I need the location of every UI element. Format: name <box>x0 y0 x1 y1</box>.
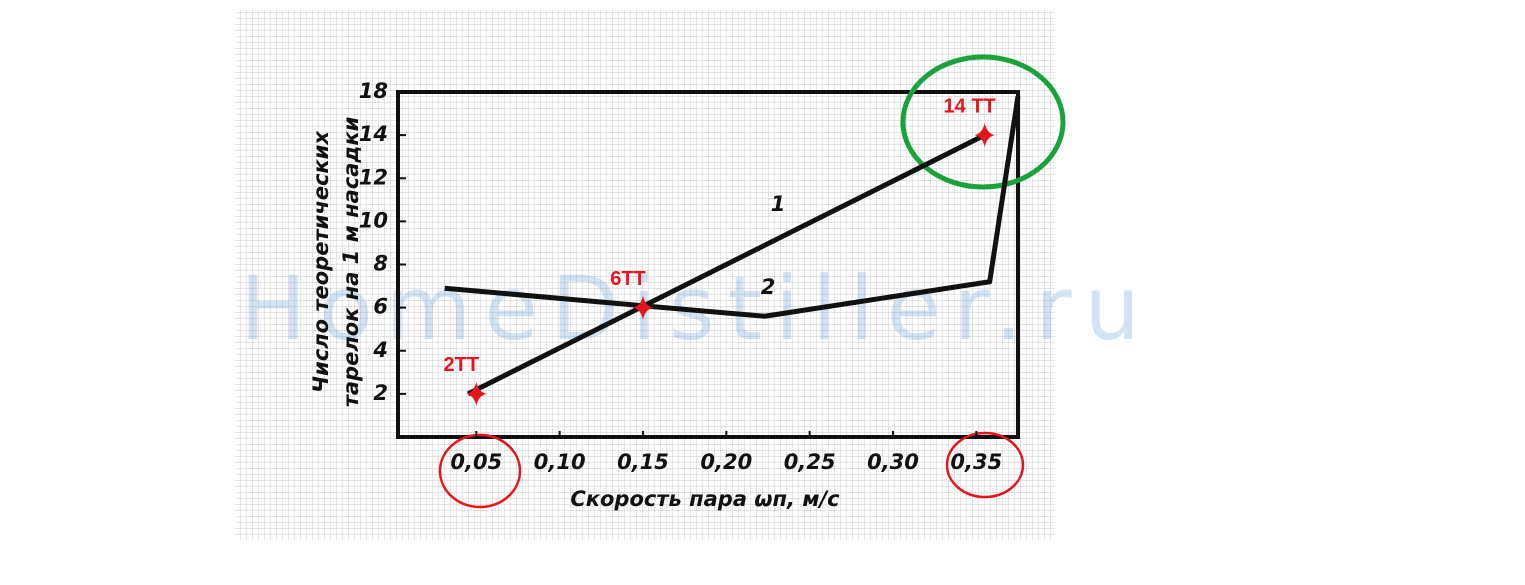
y-axis-label: тарелок на 1 м насадки <box>339 116 363 407</box>
annotation-marker <box>466 381 487 406</box>
curve-label: 2 <box>761 275 776 299</box>
y-tick-label: 12 <box>359 165 388 189</box>
curve-label: 1 <box>771 192 786 216</box>
y-tick-label: 10 <box>359 208 388 232</box>
annotation-label: 2TT <box>444 354 480 376</box>
annotation-marker <box>633 295 653 320</box>
annotation-label: 14 TT <box>944 95 996 117</box>
x-tick-label: 0,35 <box>950 450 1002 474</box>
series-line <box>466 132 986 397</box>
x-axis-label: Скорость пара ωп, м/с <box>570 487 840 511</box>
y-tick-label: 8 <box>373 252 388 276</box>
x-tick-label: 0,10 <box>534 450 586 474</box>
annotation-label: 6TT <box>610 268 646 290</box>
y-tick-label: 14 <box>359 122 388 146</box>
grid-paper <box>235 10 1055 540</box>
highlight-circle <box>945 431 1025 499</box>
series-line <box>444 95 1021 319</box>
y-tick-label: 2 <box>373 381 388 405</box>
highlight-circle <box>438 433 522 509</box>
y-tick-label: 4 <box>372 338 388 362</box>
highlight-circle <box>900 54 1066 190</box>
y-tick-label: 18 <box>359 79 388 103</box>
y-tick-label: 6 <box>373 295 388 319</box>
x-tick-label: 0,25 <box>784 450 836 474</box>
annotation-marker <box>974 123 995 148</box>
x-tick-label: 0,30 <box>867 450 919 474</box>
x-tick-label: 0,20 <box>700 450 752 474</box>
x-tick-label: 0,05 <box>450 450 502 474</box>
x-tick-label: 0,15 <box>617 450 669 474</box>
y-axis-label: Число теоретических <box>309 130 333 393</box>
